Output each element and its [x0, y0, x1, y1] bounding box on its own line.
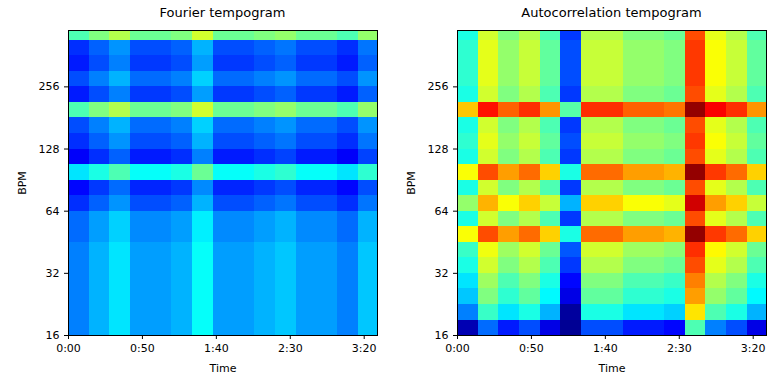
svg-text:256: 256	[39, 80, 60, 93]
svg-text:64: 64	[46, 205, 60, 218]
svg-text:BPM: BPM	[16, 171, 29, 195]
svg-text:Time: Time	[209, 362, 237, 375]
svg-text:1:40: 1:40	[593, 342, 618, 355]
svg-text:3:20: 3:20	[741, 342, 766, 355]
svg-text:Time: Time	[598, 362, 626, 375]
svg-text:128: 128	[428, 143, 449, 156]
svg-text:2:30: 2:30	[278, 342, 303, 355]
svg-text:32: 32	[435, 267, 449, 280]
svg-text:2:30: 2:30	[667, 342, 692, 355]
svg-text:64: 64	[435, 205, 449, 218]
svg-text:BPM: BPM	[405, 171, 418, 195]
svg-text:0:50: 0:50	[130, 342, 155, 355]
svg-text:0:00: 0:00	[56, 342, 81, 355]
svg-text:3:20: 3:20	[352, 342, 377, 355]
svg-text:0:50: 0:50	[519, 342, 544, 355]
svg-text:0:00: 0:00	[445, 342, 470, 355]
html-text:Autocorrelation tempogram: Autocorrelation tempogram	[521, 5, 702, 20]
svg-text:32: 32	[46, 267, 60, 280]
svg-text:128: 128	[39, 143, 60, 156]
html-text:Fourier tempogram: Fourier tempogram	[159, 5, 286, 20]
svg-text:16: 16	[46, 329, 60, 342]
svg-text:16: 16	[435, 329, 449, 342]
svg-text:1:40: 1:40	[204, 342, 229, 355]
svg-text:256: 256	[428, 80, 449, 93]
